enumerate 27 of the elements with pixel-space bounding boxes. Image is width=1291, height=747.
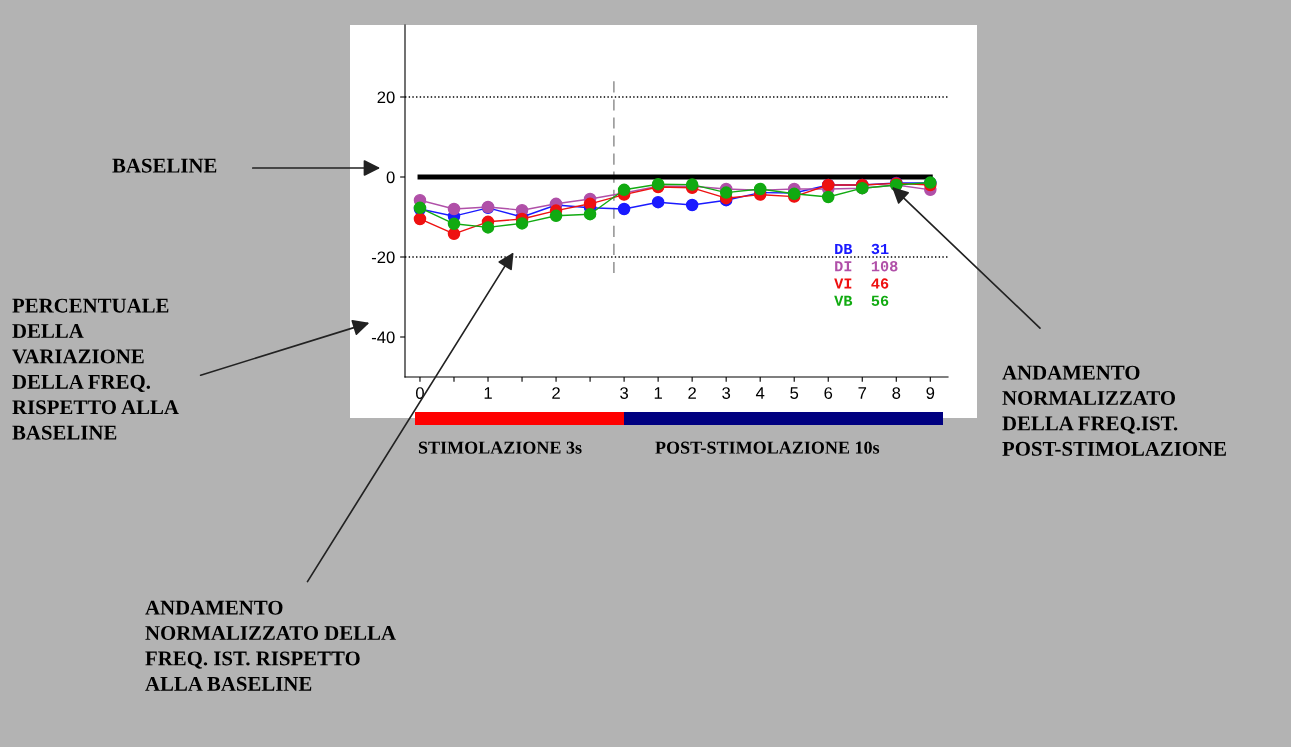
x-tick-label: 7 bbox=[858, 387, 867, 399]
x-tick-label: 1 bbox=[654, 387, 662, 399]
y-tick-label: 20 bbox=[377, 91, 395, 104]
x-tick-label: 2 bbox=[688, 387, 696, 399]
x-tick-label: 8 bbox=[892, 387, 901, 399]
x-tick-label: 5 bbox=[790, 387, 799, 399]
text: VB 56 bbox=[834, 295, 889, 307]
y-tick-label: -40 bbox=[371, 331, 395, 344]
y-tick-label: -20 bbox=[371, 251, 395, 264]
x-tick-label: 1 bbox=[484, 387, 492, 399]
text: VI 46 bbox=[834, 278, 889, 289]
x-tick-label: 2 bbox=[552, 387, 560, 399]
x-tick-label: 3 bbox=[620, 387, 629, 399]
text: BASELINE bbox=[112, 158, 217, 173]
text: DI 108 bbox=[835, 261, 898, 272]
text: ANDAMENTO NORMALIZZATO DELLA FREQ.IST. POST-STIMOLAZIONE bbox=[1002, 365, 1226, 456]
text: ANDAMENTO NORMALIZZATO DELLA FREQ. IST. RISPETTO ALLA BASELINE bbox=[145, 600, 396, 691]
text: POST-STIMOLAZIONE 10s bbox=[655, 441, 880, 454]
x-tick-label: 4 bbox=[755, 387, 765, 399]
y-tick-label: 0 bbox=[386, 171, 395, 184]
text: PERCENTUALE DELLA VARIAZIONE DELLA FREQ. RISPETTO ALLA BASELINE bbox=[12, 298, 179, 440]
x-tick-label: 9 bbox=[926, 387, 935, 399]
x-tick-label: 3 bbox=[722, 387, 731, 399]
x-tick-label: 6 bbox=[824, 387, 833, 399]
x-tick-label: 0 bbox=[415, 387, 424, 399]
text: STIMOLAZIONE 3s bbox=[418, 441, 582, 454]
text: DB 31 bbox=[835, 243, 889, 255]
